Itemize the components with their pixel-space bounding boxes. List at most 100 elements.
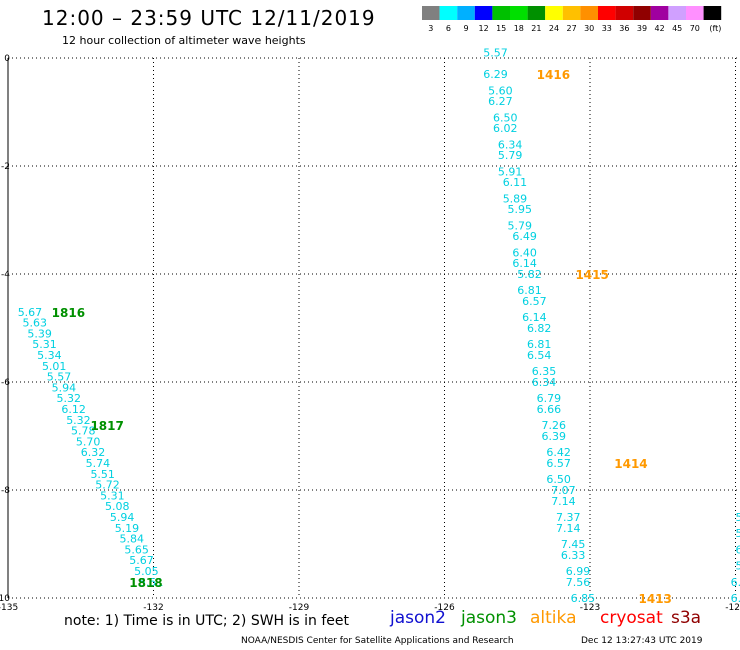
legend-swatch [598, 6, 616, 20]
x-tick-label: -120 [725, 603, 740, 613]
swh-value: 5.34 [37, 349, 62, 362]
legend-label: 21 [531, 24, 541, 33]
legend-label: 70 [690, 24, 700, 33]
legend-label: 33 [602, 24, 612, 33]
swh-value: 6.50 [493, 111, 518, 124]
legend-satellite-jason3: jason3 [461, 608, 517, 628]
swh-value: 7.26 [542, 419, 567, 432]
swh-value: 6.29 [483, 68, 508, 81]
swh-value: 5.95 [508, 203, 533, 216]
swh-value: 6.40 [512, 246, 537, 259]
swh-value: 5.32 [66, 414, 91, 427]
legend-swatch [615, 6, 634, 20]
swh-value: 5.05 [134, 565, 159, 578]
legend-label: 36 [619, 24, 629, 33]
legend-swatch [580, 6, 598, 20]
swh-value: 6.27 [488, 95, 513, 108]
swh-value: 6.14 [512, 257, 537, 270]
legend-label: (ft) [709, 24, 721, 33]
swh-value: 6.81 [517, 284, 542, 297]
swh-value: 6. [736, 543, 740, 556]
legend-swatch [703, 6, 722, 20]
y-tick-label: -4 [1, 270, 10, 280]
swh-value: 6.34 [532, 376, 557, 389]
swh-value: 5.89 [503, 192, 528, 205]
legend-swatch [633, 6, 651, 20]
legend-swatch [474, 6, 493, 20]
swh-value: 5.57 [483, 47, 508, 60]
swh-value: 5.31 [32, 338, 57, 351]
generation-timestamp: Dec 12 13:27:43 UTC 2019 [581, 636, 703, 646]
swh-value: 6.85 [571, 592, 596, 605]
legend-swatch [562, 6, 581, 20]
swh-value: 5.51 [139, 576, 164, 589]
legend-label: 45 [672, 24, 682, 33]
swh-value: 6.32 [81, 446, 106, 459]
legend-swatch [527, 6, 546, 20]
pass-time-label: 1415 [575, 268, 608, 282]
swh-value: 5.67 [18, 306, 43, 319]
swh-value: 5.65 [124, 543, 148, 556]
swh-value: 5.72 [95, 479, 120, 492]
swh-value: 6.3 [731, 592, 740, 605]
pass-time-label: 1413 [639, 592, 672, 606]
legend-label: 30 [584, 24, 594, 33]
swh-value: 5.39 [27, 327, 52, 340]
swh-value: 5.08 [105, 500, 130, 513]
swh-value: 5.79 [498, 149, 522, 162]
legend-satellite-altika: altika [530, 608, 577, 628]
y-tick-label: -6 [1, 378, 10, 388]
legend-satellite-jason2: jason2 [390, 608, 446, 628]
legend-label: 6 [446, 24, 451, 33]
y-tick-label: -10 [0, 594, 10, 604]
map-subtitle: 12 hour collection of altimeter wave hei… [62, 34, 306, 47]
swh-value: 5.78 [71, 425, 96, 438]
pass-time-label: 1818 [129, 576, 162, 590]
swh-value: 5.19 [115, 522, 140, 535]
swh-value: 6.4 [731, 576, 740, 589]
swh-value: 5.9 [736, 560, 740, 573]
swh-value: 6.39 [542, 430, 567, 443]
swh-value: 5.70 [76, 435, 101, 448]
x-tick-label: -123 [580, 603, 600, 613]
x-tick-label: -129 [289, 603, 310, 613]
x-tick-label: -126 [434, 603, 455, 613]
swh-value: 6.35 [532, 365, 557, 378]
swh-value: 5.94 [110, 511, 135, 524]
legend-label: 42 [655, 24, 665, 33]
swh-value: 7.56 [566, 576, 591, 589]
swh-value: 5.82 [517, 268, 542, 281]
legend-swatch [457, 6, 475, 20]
legend-swatch [686, 6, 704, 20]
swh-value: 5.67 [129, 554, 154, 567]
swh-value: 5 [736, 527, 740, 540]
swh-value: 5.63 [23, 317, 48, 330]
swh-value: 6.81 [527, 338, 552, 351]
legend-satellite-s3a: s3a [671, 608, 702, 628]
legend-label: 18 [514, 24, 524, 33]
pass-time-label: 1416 [537, 68, 570, 82]
pass-time-label: 1414 [614, 457, 647, 471]
swh-value: 6.02 [493, 122, 518, 135]
credit-line: NOAA/NESDIS Center for Satellite Applica… [241, 636, 514, 646]
legend-label: 9 [463, 24, 468, 33]
swh-value: 5.60 [488, 84, 513, 97]
swh-value: 7.07 [551, 484, 576, 497]
swh-value: 5.51 [90, 468, 115, 481]
swh-value: 6.11 [503, 176, 528, 189]
swh-value: 5.57 [47, 371, 72, 384]
swh-value: 6.42 [546, 446, 571, 459]
swh-value: 6.50 [546, 473, 571, 486]
swh-value: 5 [736, 511, 740, 524]
swh-value: 6.57 [546, 457, 571, 470]
legend-label: 3 [428, 24, 433, 33]
swh-value: 7.14 [551, 495, 576, 508]
legend-label: 24 [549, 24, 559, 33]
swh-value: 6.12 [61, 403, 86, 416]
legend-swatch [545, 6, 563, 20]
legend-swatch [439, 6, 458, 20]
swh-value: 7.45 [561, 538, 586, 551]
legend-swatch [492, 6, 510, 20]
legend-label: 39 [637, 24, 647, 33]
